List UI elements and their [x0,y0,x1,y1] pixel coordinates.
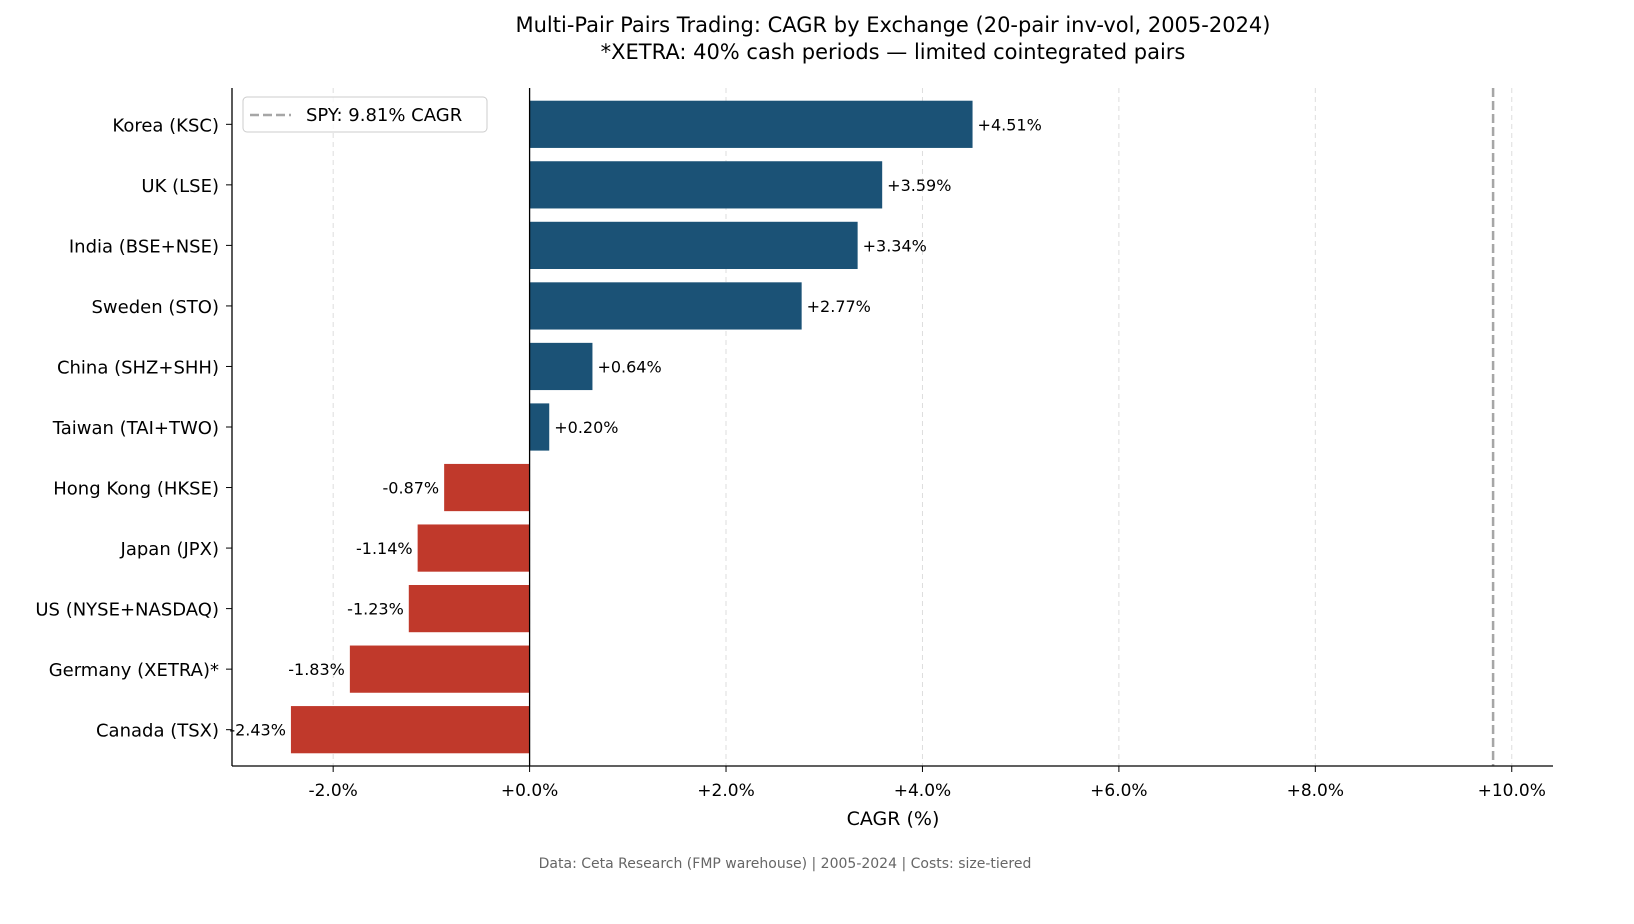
bar-value-label: +0.20% [554,418,618,437]
bar [408,584,530,633]
y-tick-label: Germany (XETRA)* [49,660,219,681]
y-tick-label: Hong Kong (HKSE) [53,479,219,500]
bar-value-label: -1.83% [288,660,345,679]
x-tick-label: +6.0% [1090,781,1147,801]
y-tick-label: Taiwan (TAI+TWO) [52,418,219,439]
bar [529,221,858,270]
chart-subtitle: *XETRA: 40% cash periods — limited coint… [601,40,1186,64]
bar [529,403,550,451]
y-tick-label: US (NYSE+NASDAQ) [35,600,219,621]
chart-title: Multi-Pair Pairs Trading: CAGR by Exchan… [515,13,1270,37]
x-tick-label: +4.0% [894,781,951,801]
bar-value-label: +4.51% [978,115,1042,134]
bar [529,342,593,391]
bar [417,524,530,572]
x-tick-label: -2.0% [308,781,357,801]
x-tick-label: +2.0% [697,781,754,801]
legend-box [242,96,488,133]
y-tick-label: Canada (TSX) [96,721,219,742]
bar-value-label: +3.59% [887,176,951,195]
bar [444,463,530,512]
legend: SPY: 9.81% CAGR [242,96,488,133]
footer-note: Data: Ceta Research (FMP warehouse) | 20… [539,856,1032,872]
bar-value-label: +3.34% [863,236,927,255]
x-axis-label: CAGR (%) [847,808,940,830]
bar-value-label: -1.23% [347,600,404,619]
x-tick-label: +8.0% [1287,781,1344,801]
y-tick-label: China (SHZ+SHH) [57,357,219,378]
bar [529,100,973,148]
legend-label: SPY: 9.81% CAGR [306,105,462,126]
bar-value-label: -2.43% [229,721,286,740]
y-tick-label: India (BSE+NSE) [69,236,219,257]
bar [529,161,883,209]
bar [290,706,530,754]
y-tick-label: UK (LSE) [141,176,219,197]
bar [529,282,802,330]
y-tick-label: Korea (KSC) [112,115,219,136]
bar-value-label: -0.87% [383,479,440,498]
x-tick-label: +10.0% [1478,781,1546,801]
bar-value-label: -1.14% [356,539,413,558]
bar [349,645,530,693]
bar-value-label: +0.64% [597,357,661,376]
y-tick-label: Japan (JPX) [120,539,219,560]
bar-value-label: +2.77% [807,297,871,316]
y-tick-label: Sweden (STO) [92,297,220,318]
x-tick-label: +0.0% [501,781,558,801]
